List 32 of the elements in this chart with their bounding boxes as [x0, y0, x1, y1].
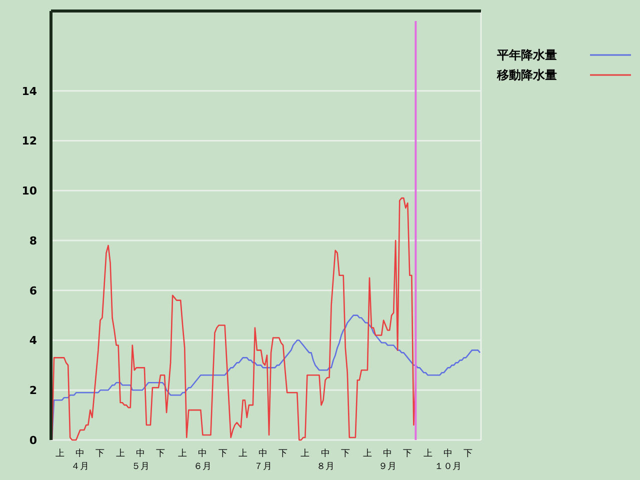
x-tick-label: 上 [178, 448, 188, 459]
x-tick-label: 上 [238, 448, 248, 459]
y-tick-label: 6 [29, 284, 38, 298]
x-tick-label: 上 [56, 448, 65, 459]
x-tick-label: 下 [156, 449, 166, 459]
x-tick-label: 中４月 [71, 448, 90, 472]
y-tick-label: 2 [29, 384, 37, 398]
x-tick-label: 中１０月 [434, 448, 462, 472]
x-tick-label: 上 [423, 448, 432, 459]
x-tick-label: 上 [116, 448, 125, 459]
y-tick-label: 0 [29, 434, 38, 447]
x-tick-label: 下 [278, 449, 288, 459]
y-tick-label: 4 [29, 334, 38, 348]
x-tick-label: 下 [218, 449, 228, 459]
y-tick-label: 8 [29, 234, 37, 248]
x-tick-label: 中８月 [316, 448, 334, 472]
y-tick-label: 12 [22, 134, 37, 148]
y-tick-label: 14 [22, 84, 38, 98]
x-tick-label: 中５月 [131, 448, 150, 472]
x-tick-label: 中９月 [378, 448, 397, 472]
text: 平年降水量 [496, 48, 557, 62]
x-tick-label: 上 [362, 448, 372, 459]
x-tick-label: 下 [403, 449, 412, 459]
x-tick-label: 下 [340, 449, 350, 459]
y-tick-label: 10 [22, 184, 38, 198]
x-tick-label: 中７月 [254, 448, 272, 472]
line-series [51, 197, 416, 441]
text: 移動降水量 [496, 68, 557, 82]
x-tick-label: 下 [96, 449, 105, 459]
x-tick-label: 中６月 [194, 448, 212, 472]
x-tick-label: 上 [300, 448, 310, 459]
x-tick-label: 下 [463, 449, 472, 459]
